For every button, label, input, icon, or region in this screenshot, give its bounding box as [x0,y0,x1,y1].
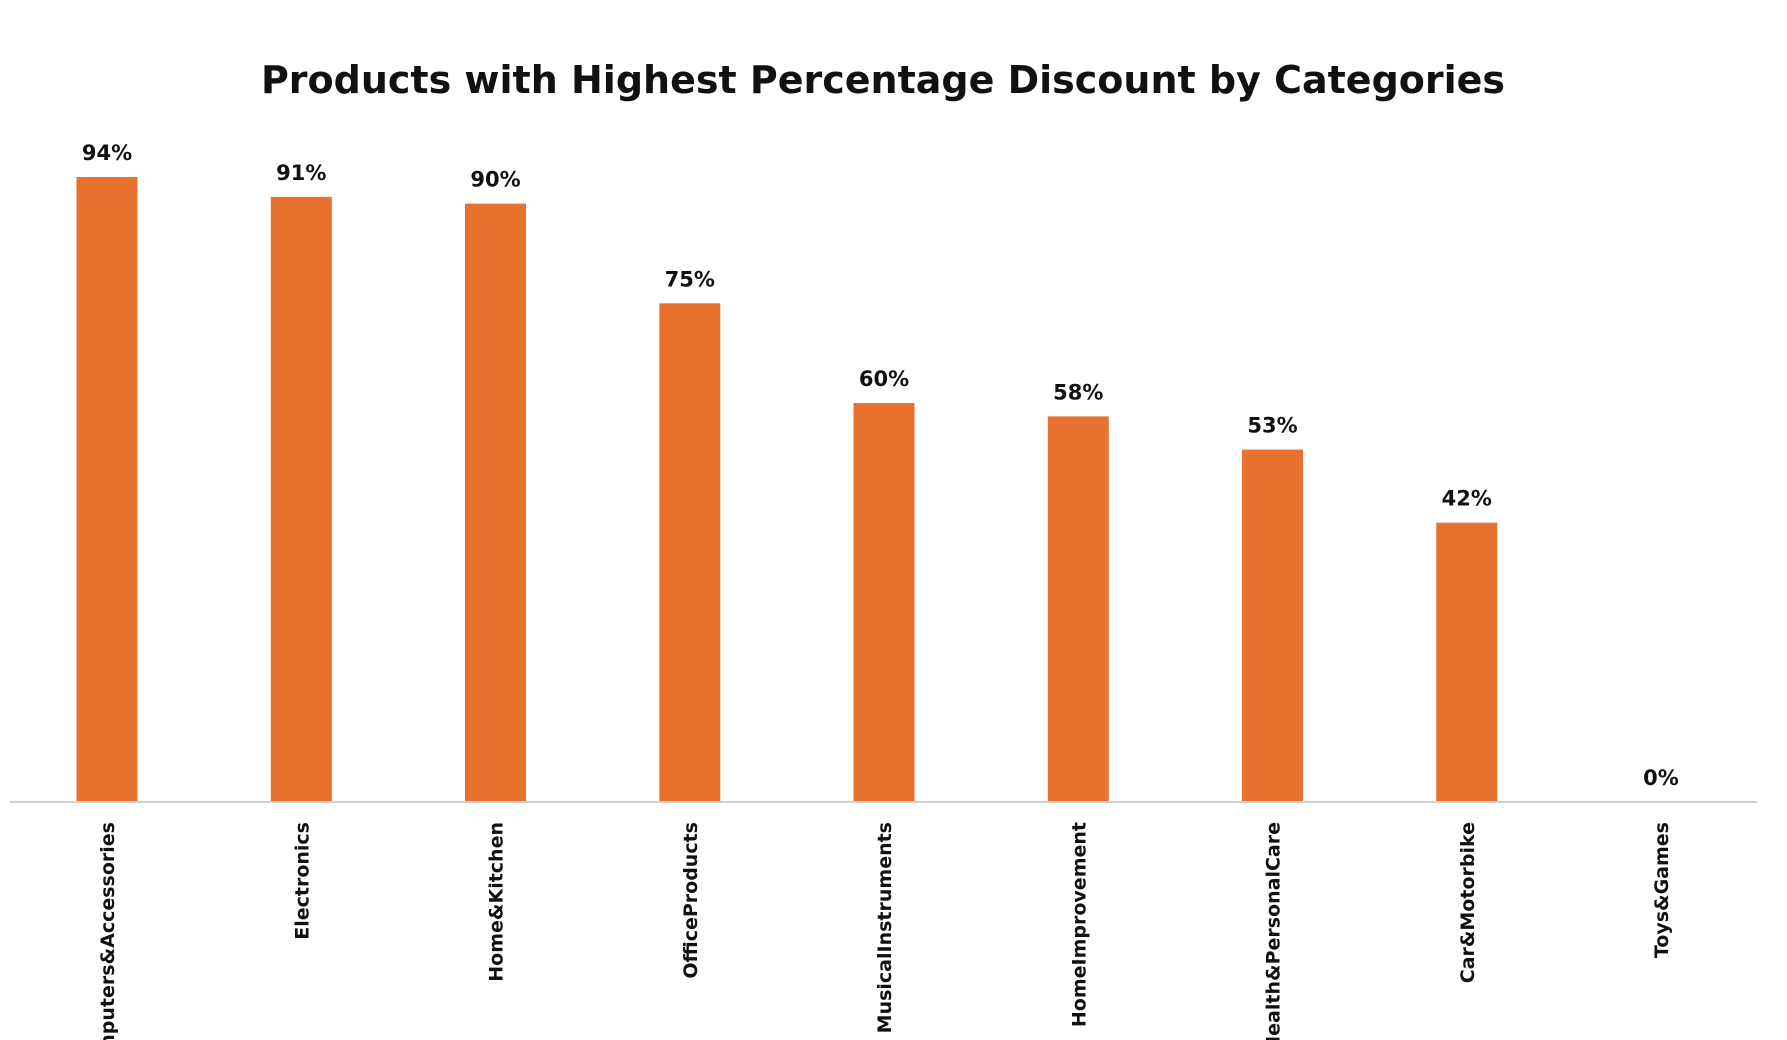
data-label: 94% [82,141,132,165]
data-label: 58% [1053,380,1103,404]
bar-computers-accessories [76,177,138,802]
category-label: Health&PersonalCare [1263,822,1285,1040]
data-label: 0% [1643,766,1679,790]
category-label: Electronics [291,822,313,940]
data-label: 90% [470,168,520,192]
category-label: OfficeProducts [680,822,702,979]
category-label: Car&Motorbike [1457,822,1479,983]
data-label: 75% [665,267,715,291]
bar-home-kitchen [465,203,526,803]
category-label: Computers&Accessories [97,822,119,1040]
category-labels-layer: Computers&Accessories Electronics Home&Kit… [97,822,1673,1040]
category-label: HomeImprovement [1068,822,1090,1027]
bar-officeproducts [659,303,721,802]
data-labels-layer: 94% 91% 90% 75% 60% 58% 53% 42% 0% [82,141,1679,790]
bar-electronics [270,196,332,802]
category-label: Home&Kitchen [486,822,508,982]
bar-car-motorbike [1436,522,1498,802]
data-label: 42% [1442,487,1492,511]
bar-homeimprovement [1047,416,1109,802]
category-label: MusicalInstruments [874,822,896,1033]
bars-layer [76,177,1498,803]
category-label: Toys&Games [1651,822,1673,958]
data-label: 60% [859,367,909,391]
chart-title: Products with Highest Percentage Discoun… [261,58,1505,102]
data-label: 91% [276,161,326,185]
bar-musicalinstruments [853,403,915,802]
data-label: 53% [1247,414,1297,438]
bar-health-personalcare [1242,449,1303,802]
